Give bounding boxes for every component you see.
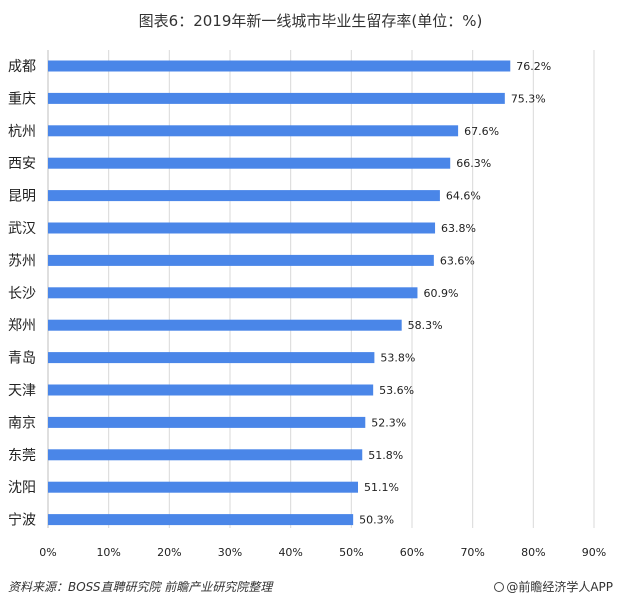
category-label: 苏州 (8, 253, 36, 269)
x-tick-label: 30% (218, 546, 242, 559)
bar (48, 157, 451, 169)
bar (48, 287, 418, 299)
bar (48, 60, 511, 72)
category-label: 成都 (8, 59, 36, 75)
x-tick-label: 50% (339, 546, 363, 559)
bar (48, 190, 440, 202)
x-tick-label: 20% (157, 546, 181, 559)
category-label: 杭州 (8, 124, 36, 140)
bar (48, 222, 436, 234)
value-label: 51.1% (364, 481, 399, 494)
value-label: 63.8% (441, 222, 476, 235)
category-label: 东莞 (8, 448, 36, 464)
bar (48, 449, 363, 461)
value-label: 76.2% (516, 60, 551, 73)
bar (48, 416, 366, 428)
category-label: 南京 (8, 415, 36, 431)
value-label: 67.6% (464, 125, 499, 138)
category-label: 宁波 (8, 512, 36, 529)
value-label: 51.8% (368, 449, 403, 462)
value-label: 75.3% (511, 92, 546, 105)
value-label: 50.3% (359, 514, 394, 527)
category-label: 青岛 (8, 351, 36, 367)
brand-credit: @前瞻经济学人APP (494, 578, 613, 595)
bar (48, 254, 434, 266)
value-label: 64.6% (446, 190, 481, 203)
bars (48, 60, 511, 526)
value-label: 53.8% (380, 352, 415, 365)
value-label: 58.3% (408, 319, 443, 332)
value-label: 66.3% (456, 157, 491, 170)
brand-logo-icon (494, 582, 505, 592)
labels: 0% 10% 20% 30% 40% 50% 60% 70% 80% 90% 成都 76.2% 重庆 75… (8, 59, 606, 559)
category-label: 重庆 (8, 91, 36, 107)
value-label: 60.9% (423, 287, 458, 300)
category-label: 西安 (8, 156, 36, 172)
bar (48, 384, 374, 396)
x-tick-label: 70% (460, 546, 484, 559)
x-tick-label: 0% (39, 546, 56, 559)
chart-title: 图表6：2019年新一线城市毕业生留存率(单位：%) (138, 12, 483, 30)
brand-text: @前瞻经济学人APP (506, 580, 613, 594)
bar (48, 481, 359, 493)
x-tick-label: 40% (278, 546, 302, 559)
category-label: 郑州 (8, 318, 36, 334)
x-tick-label: 90% (582, 546, 606, 559)
bar (48, 352, 375, 364)
category-label: 昆明 (8, 189, 36, 205)
category-label: 沈阳 (8, 480, 36, 496)
value-label: 52.3% (371, 416, 406, 429)
bar (48, 92, 505, 104)
bar (48, 319, 402, 331)
bar (48, 125, 459, 137)
x-tick-label: 60% (400, 546, 424, 559)
category-label: 天津 (8, 383, 36, 399)
value-label: 63.6% (440, 254, 475, 267)
value-label: 53.6% (379, 384, 414, 397)
category-label: 长沙 (8, 286, 36, 302)
x-tick-label: 10% (96, 546, 120, 559)
category-label: 武汉 (8, 221, 36, 237)
x-tick-label: 80% (521, 546, 545, 559)
bar (48, 514, 354, 526)
source-note: 资料来源：BOSS直聘研究院 前瞻产业研究院整理 (8, 580, 273, 594)
